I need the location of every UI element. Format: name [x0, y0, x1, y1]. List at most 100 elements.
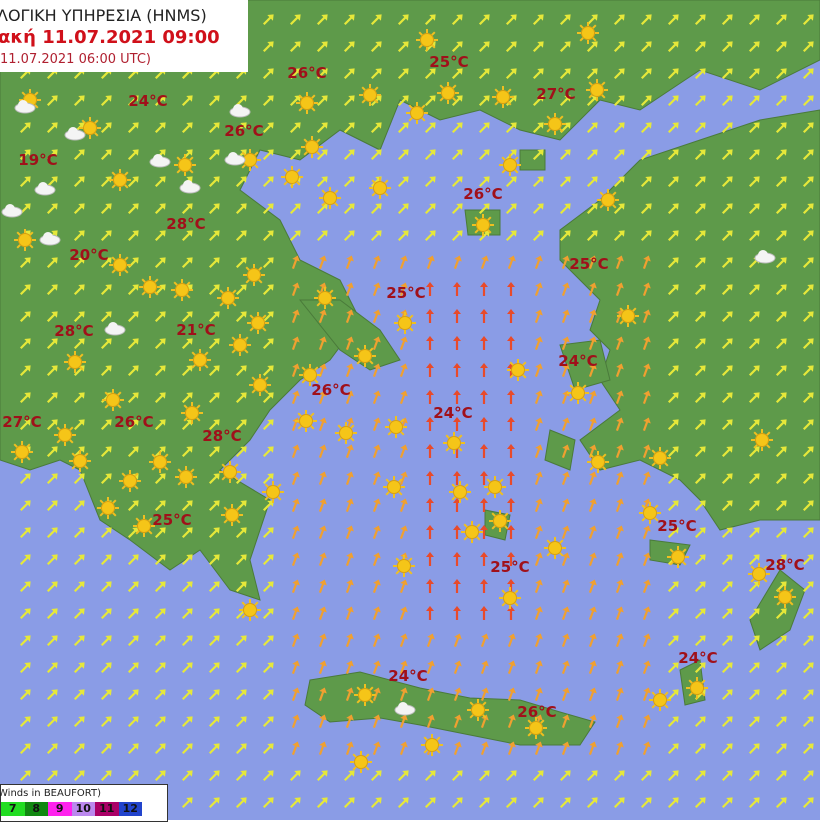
wind-arrow-icon: [316, 95, 328, 107]
wind-arrow-icon: [802, 365, 814, 377]
wind-arrow-icon: [181, 662, 193, 674]
wind-arrow-icon: [262, 716, 274, 728]
wind-arrow-icon: [532, 203, 544, 215]
wind-arrow-icon: [127, 581, 139, 593]
wind-arrow-icon: [291, 255, 300, 270]
wind-arrow-icon: [318, 255, 327, 270]
wind-arrow-icon: [721, 257, 733, 269]
beaufort-9: 9: [48, 802, 72, 816]
wind-arrow-icon: [127, 149, 139, 161]
wind-arrow-icon: [694, 284, 706, 296]
wind-arrow-icon: [235, 581, 247, 593]
wind-arrow-icon: [507, 390, 515, 404]
wind-arrow-icon: [345, 633, 354, 648]
wind-arrow-icon: [73, 635, 85, 647]
wind-arrow-icon: [46, 338, 58, 350]
wind-arrow-icon: [694, 149, 706, 161]
temperature-label: 26°C: [517, 703, 557, 721]
wind-arrow-icon: [615, 498, 624, 513]
wind-arrow-icon: [748, 41, 760, 53]
wind-arrow-icon: [534, 606, 543, 621]
sun-icon: [525, 717, 547, 739]
wind-arrow-icon: [534, 687, 543, 702]
wind-arrow-icon: [640, 176, 652, 188]
wind-arrow-icon: [372, 363, 381, 378]
wind-arrow-icon: [613, 770, 625, 782]
wind-arrow-icon: [235, 122, 247, 134]
wind-arrow-icon: [208, 365, 220, 377]
sun-icon: [369, 177, 391, 199]
wind-arrow-icon: [613, 95, 625, 107]
wind-arrow-icon: [561, 606, 570, 621]
wind-arrow-icon: [480, 660, 489, 675]
wind-arrow-icon: [642, 606, 651, 621]
wind-arrow-icon: [451, 14, 463, 26]
wind-arrow-icon: [775, 365, 787, 377]
wind-arrow-icon: [127, 311, 139, 323]
wind-arrow-icon: [775, 203, 787, 215]
wind-arrow-icon: [534, 552, 543, 567]
wind-arrow-icon: [667, 770, 679, 782]
wind-arrow-icon: [345, 525, 354, 540]
wind-arrow-icon: [775, 14, 787, 26]
sun-icon: [301, 136, 323, 158]
wind-arrow-icon: [127, 662, 139, 674]
wind-arrow-icon: [291, 498, 300, 513]
wind-arrow-icon: [694, 581, 706, 593]
wind-arrow-icon: [534, 525, 543, 540]
wind-arrow-icon: [615, 282, 624, 297]
wind-arrow-icon: [208, 473, 220, 485]
wind-arrow-icon: [748, 284, 760, 296]
wind-arrow-icon: [748, 392, 760, 404]
wind-arrow-icon: [399, 633, 408, 648]
wind-arrow-icon: [694, 743, 706, 755]
wind-arrow-icon: [561, 498, 570, 513]
wind-arrow-icon: [426, 687, 435, 702]
wind-arrow-icon: [613, 122, 625, 134]
wind-arrow-icon: [291, 336, 300, 351]
cloud-icon: [39, 232, 61, 246]
wind-arrow-icon: [561, 363, 570, 378]
wind-arrow-icon: [642, 417, 651, 432]
wind-arrow-icon: [480, 282, 488, 296]
wind-arrow-icon: [588, 363, 597, 378]
wind-arrow-icon: [775, 338, 787, 350]
cloud-icon: [149, 154, 171, 168]
wind-arrow-icon: [480, 687, 489, 702]
wind-arrow-icon: [667, 284, 679, 296]
wind-arrow-icon: [262, 446, 274, 458]
wind-arrow-icon: [507, 417, 515, 431]
wind-arrow-icon: [235, 527, 247, 539]
wind-arrow-icon: [721, 770, 733, 782]
temperature-label: 24°C: [388, 667, 428, 685]
temperature-label: 20°C: [69, 246, 109, 264]
sun-icon: [385, 416, 407, 438]
wind-arrow-icon: [127, 176, 139, 188]
sun-icon: [281, 166, 303, 188]
wind-arrow-icon: [615, 660, 624, 675]
wind-arrow-icon: [100, 635, 112, 647]
wind-arrow-icon: [588, 336, 597, 351]
wind-arrow-icon: [370, 122, 382, 134]
wind-arrow-icon: [775, 473, 787, 485]
wind-arrow-icon: [318, 390, 327, 405]
wind-arrow-icon: [586, 14, 598, 26]
wind-arrow-icon: [615, 606, 624, 621]
wind-arrow-icon: [802, 176, 814, 188]
beaufort-12: 12: [118, 802, 142, 816]
wind-arrow-icon: [453, 390, 461, 404]
wind-arrow-icon: [559, 149, 571, 161]
wind-arrow-icon: [802, 473, 814, 485]
wind-arrow-icon: [154, 689, 166, 701]
sun-icon: [617, 305, 639, 327]
wind-arrow-icon: [370, 68, 382, 80]
wind-arrow-icon: [343, 149, 355, 161]
wind-arrow-icon: [615, 444, 624, 459]
wind-arrow-icon: [426, 390, 434, 404]
sun-icon: [69, 450, 91, 472]
wind-arrow-icon: [694, 770, 706, 782]
wind-arrow-icon: [127, 284, 139, 296]
wind-arrow-icon: [235, 689, 247, 701]
wind-arrow-icon: [426, 660, 435, 675]
wind-arrow-icon: [802, 419, 814, 431]
